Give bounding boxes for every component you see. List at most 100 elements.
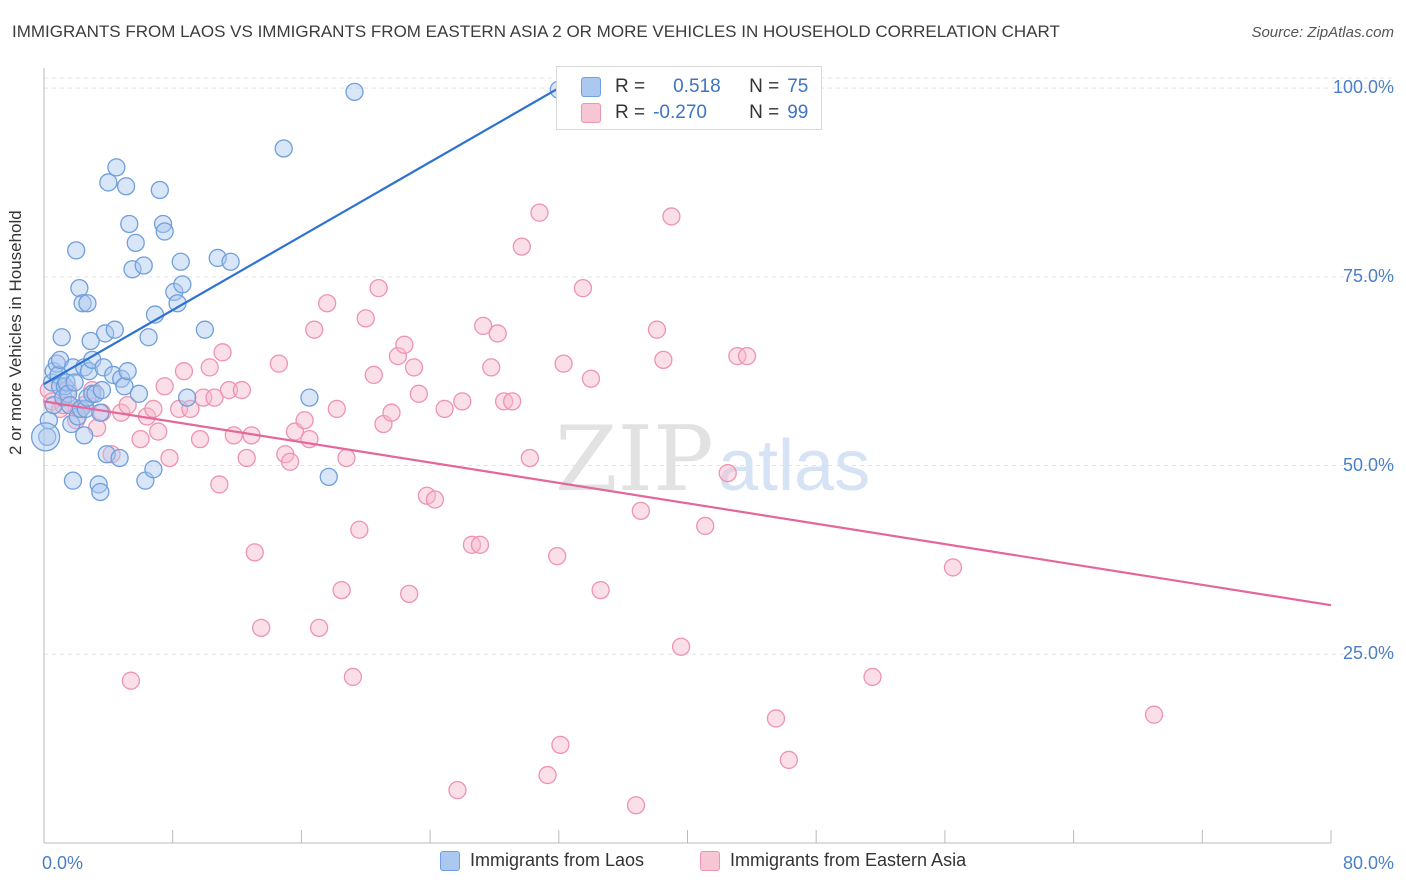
point-eastern-asia [1144, 705, 1164, 724]
point-eastern-asia [554, 354, 573, 373]
stats-row-laos: R = 0.518 N = 75 [581, 74, 808, 100]
point-laos [123, 260, 142, 279]
point-eastern-asia [237, 448, 256, 468]
point-laos [115, 377, 134, 396]
point-eastern-asia [654, 350, 673, 370]
point-eastern-asia [205, 388, 224, 407]
point-laos [118, 362, 137, 381]
point-eastern-asia [364, 365, 383, 385]
point-eastern-asia [631, 501, 650, 520]
point-eastern-asia [512, 237, 531, 256]
point-eastern-asia [766, 709, 786, 728]
point-eastern-asia [502, 392, 522, 411]
point-eastern-asia [943, 558, 963, 577]
point-eastern-asia [388, 346, 408, 366]
point-eastern-asia [327, 399, 346, 419]
point-laos [107, 158, 126, 177]
stats-n-label: N = [749, 102, 780, 123]
point-laos [144, 460, 163, 479]
stats-n-value: 75 [787, 76, 809, 97]
point-laos [171, 252, 190, 271]
point-eastern-asia [149, 422, 168, 441]
point-eastern-asia [395, 335, 414, 354]
point-eastern-asia [210, 475, 229, 494]
stats-r-value: -0.270 [653, 102, 707, 123]
x-tick-min: 0.0% [42, 853, 84, 873]
point-eastern-asia [309, 618, 329, 638]
point-eastern-asia [317, 294, 337, 313]
point-eastern-asia [538, 765, 557, 785]
point-laos [120, 214, 139, 234]
point-laos [67, 241, 86, 260]
point-eastern-asia [350, 520, 369, 539]
point-eastern-asia [520, 448, 539, 468]
point-laos [75, 426, 94, 445]
point-eastern-asia [356, 309, 375, 328]
point-eastern-asia [551, 735, 570, 755]
x-tick-max: 80.0% [1342, 853, 1394, 873]
point-laos [319, 467, 338, 487]
watermark-atlas: atlas [718, 426, 870, 506]
point-laos [95, 324, 115, 343]
point-eastern-asia [647, 320, 667, 339]
point-eastern-asia [591, 580, 610, 600]
point-eastern-asia [474, 316, 493, 336]
point-eastern-asia [181, 399, 200, 419]
point-laos-large [30, 422, 61, 452]
point-eastern-asia [453, 392, 472, 411]
point-laos [73, 294, 92, 313]
point-eastern-asia [245, 543, 264, 562]
legend-swatch-laos [440, 850, 460, 871]
trend-line-laos [43, 87, 560, 385]
point-eastern-asia [332, 580, 351, 600]
source-credit: Source: ZipAtlas.com [1251, 24, 1394, 41]
point-eastern-asia [252, 618, 271, 638]
point-laos [62, 414, 81, 434]
point-laos [150, 180, 169, 200]
point-laos [105, 320, 124, 339]
point-eastern-asia [728, 346, 747, 366]
point-laos [155, 222, 174, 241]
grid-lines [44, 77, 1392, 655]
point-laos [300, 388, 319, 407]
point-laos [58, 384, 78, 403]
point-laos [274, 139, 293, 158]
point-laos [221, 252, 240, 271]
legend-item-laos: Immigrants from Laos [440, 850, 644, 871]
point-eastern-asia [155, 377, 174, 396]
point-laos [94, 358, 113, 377]
legend-label-eastern-asia: Immigrants from Eastern Asia [730, 850, 967, 870]
point-eastern-asia [581, 369, 601, 388]
point-laos [173, 275, 192, 294]
point-eastern-asia [470, 535, 490, 554]
point-eastern-asia [548, 546, 567, 566]
point-eastern-asia [404, 358, 424, 377]
chart-title: IMMIGRANTS FROM LAOS VS IMMIGRANTS FROM … [12, 22, 1060, 41]
point-laos [65, 373, 84, 392]
point-laos [63, 471, 83, 490]
y-tick-label: 75.0% [1342, 265, 1394, 286]
point-eastern-asia [488, 324, 507, 343]
point-eastern-asia [269, 354, 289, 373]
axes [43, 68, 1332, 844]
point-laos [139, 328, 158, 347]
point-eastern-asia [573, 278, 593, 298]
point-eastern-asia [213, 343, 232, 362]
stats-swatch-laos [581, 77, 601, 97]
point-laos [110, 448, 129, 468]
point-laos [91, 482, 110, 502]
legend-item-eastern-asia: Immigrants from Eastern Asia [700, 850, 966, 871]
y-tick-label: 25.0% [1342, 643, 1394, 664]
point-eastern-asia [343, 667, 363, 687]
point-laos [91, 403, 110, 422]
point-eastern-asia [626, 796, 646, 815]
point-laos [153, 214, 173, 234]
stats-r-label: R = [615, 76, 646, 97]
point-eastern-asia [425, 490, 445, 509]
point-eastern-asia [779, 750, 799, 770]
point-eastern-asia [662, 207, 681, 226]
point-laos [79, 362, 99, 381]
point-laos [99, 173, 118, 192]
point-laos [70, 278, 89, 298]
stats-r-label: R = [615, 102, 646, 123]
